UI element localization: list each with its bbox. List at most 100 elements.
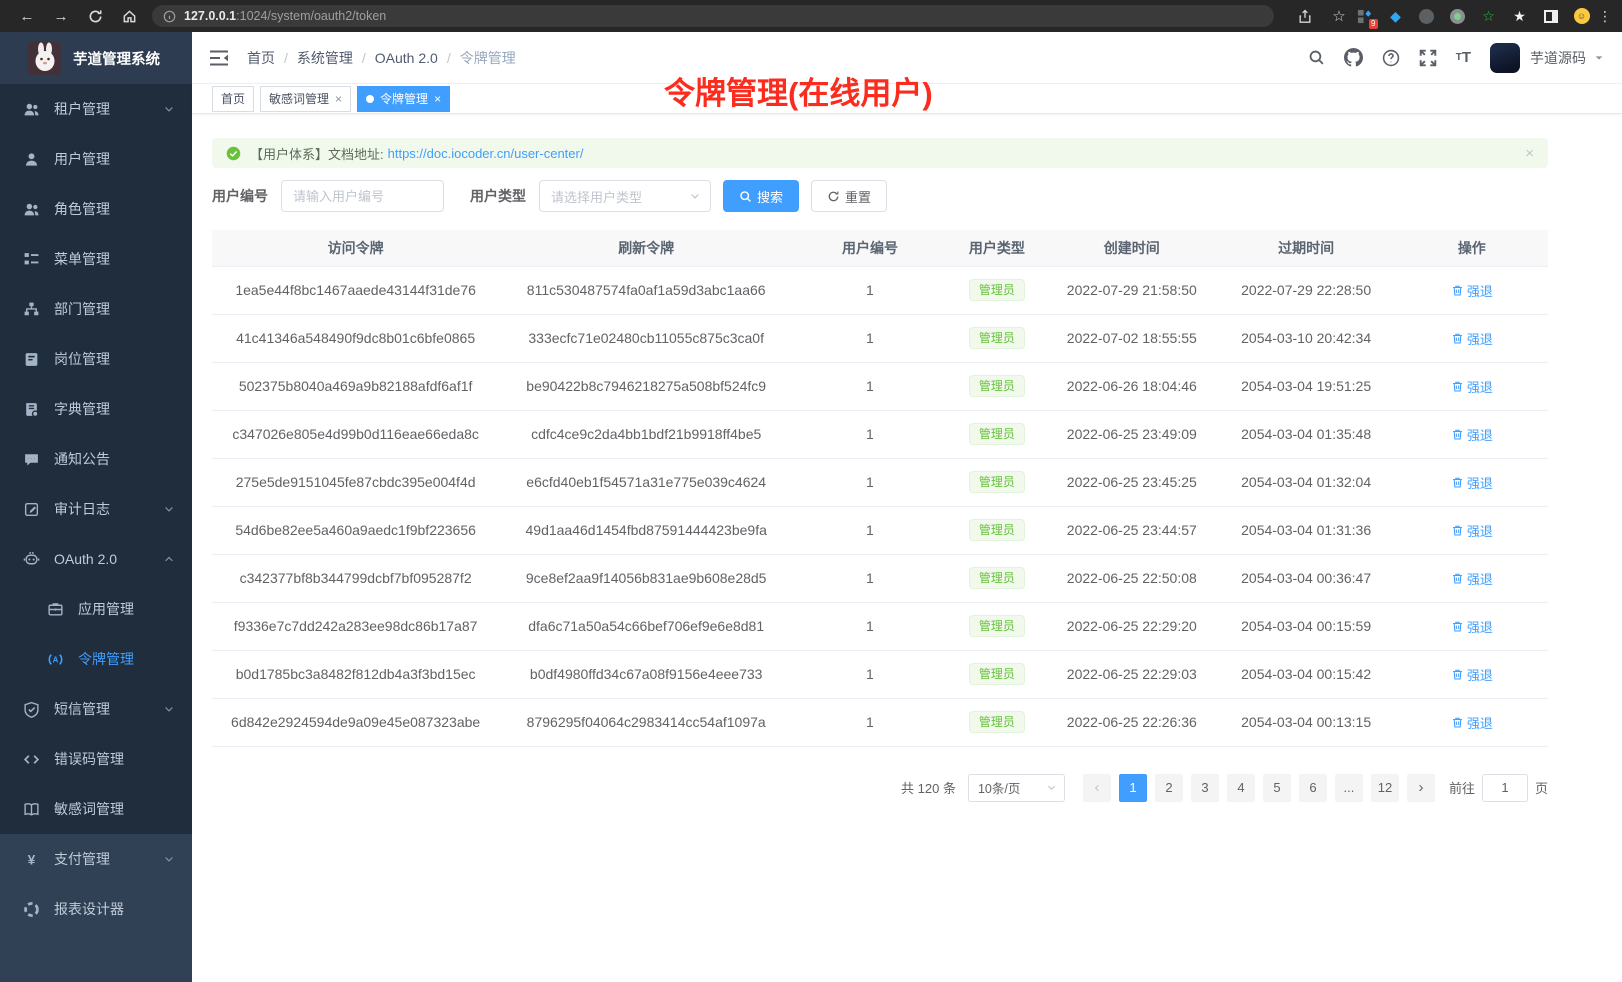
tab-label: 敏感词管理 [269,92,330,106]
sidebar-section-root: ¥ 支付管理 报表设计器 [0,834,192,934]
force-logout-button[interactable]: 强退 [1451,665,1493,684]
doc-link[interactable]: https://doc.iocoder.cn/user-center/ [387,145,584,161]
user-id-input[interactable] [281,180,444,212]
page-button-2[interactable]: 2 [1154,773,1183,802]
green-star-icon[interactable]: ☆ [1482,7,1495,24]
browser-toolbar: ← → 127.0.0.1:1024/system/oauth2/token ☆… [0,0,1622,32]
sidebar-item-open-book[interactable]: 敏感词管理 [0,784,192,834]
table-cell-actions: 强退 [1395,602,1548,651]
force-logout-button[interactable]: 强退 [1451,473,1493,492]
record-circle-icon[interactable] [1449,8,1466,25]
search-button-label: 搜索 [757,189,784,205]
breadcrumb-home[interactable]: 首页 [247,49,275,66]
search-icon[interactable] [1308,49,1325,66]
page-button-3[interactable]: 3 [1190,773,1219,802]
bookmark-star-icon[interactable]: ☆ [1332,8,1346,25]
table-cell-actions: 强退 [1395,650,1548,699]
table-row: 275e5de9151045fe87cbdc395e004f4d e6cfd40e… [212,458,1548,507]
prev-page-button[interactable]: ‹ [1082,773,1111,802]
table-cell: 2022-07-29 21:58:50 [1046,266,1217,315]
sidebar-item-oauth-robot[interactable]: OAuth 2.0 [0,534,192,584]
info-icon[interactable] [163,10,176,23]
home-icon[interactable] [112,8,146,25]
back-icon[interactable]: ← [19,7,35,25]
forward-icon[interactable]: → [53,7,69,25]
force-logout-button[interactable]: 强退 [1451,569,1493,588]
url-bar[interactable]: 127.0.0.1:1024/system/oauth2/token [152,5,1274,27]
close-icon[interactable]: × [434,91,442,106]
dark-circle-icon[interactable] [1418,8,1435,25]
github-icon[interactable] [1343,48,1363,67]
reset-button[interactable]: 重置 [811,180,888,212]
annotation-overlay-text: 令牌管理(在线用户) [664,76,933,111]
sidebar-item-yen[interactable]: ¥ 支付管理 [0,834,192,884]
sidebar-item-notice-bubble[interactable]: 通知公告 [0,434,192,484]
sidebar-item-menu-tree[interactable]: 菜单管理 [0,234,192,284]
page-button-12[interactable]: 12 [1370,773,1399,802]
sidebar-item-audit-log[interactable]: 审计日志 [0,484,192,534]
app-logo[interactable]: 芋道管理系统 [0,32,192,84]
sidebar-item-app-briefcase[interactable]: 应用管理 [0,584,192,634]
table-cell: 2022-07-29 22:28:50 [1216,266,1396,315]
white-star-icon[interactable]: ★ [1513,7,1526,24]
tab-home[interactable]: 首页 [212,85,255,112]
force-logout-button[interactable]: 强退 [1451,329,1493,348]
sidebar-item-label: 用户管理 [54,151,110,167]
table-cell: 1 [793,410,947,459]
sidebar-item-shield[interactable]: 短信管理 [0,684,192,734]
page-button-6[interactable]: 6 [1298,773,1327,802]
share-icon[interactable] [1288,8,1322,25]
close-icon[interactable]: × [335,91,343,106]
tab-label: 首页 [221,92,246,106]
force-logout-button[interactable]: 强退 [1451,617,1493,636]
table-row: f9336e7c7dd242a283ee98dc86b17a87 dfa6c71a… [212,602,1548,651]
force-logout-button[interactable]: 强退 [1451,425,1493,444]
force-logout-button[interactable]: 强退 [1451,281,1493,300]
kebab-menu-icon[interactable]: ⋮ [1598,7,1612,24]
sidebar-item-post-badge[interactable]: 岗位管理 [0,334,192,384]
sidebar-item-role[interactable]: 角色管理 [0,184,192,234]
goto-page-input[interactable] [1481,773,1528,802]
reload-icon[interactable] [78,8,112,25]
page-button-4[interactable]: 4 [1226,773,1255,802]
page-button-5[interactable]: 5 [1262,773,1291,802]
gem-icon[interactable]: ◆ [1390,7,1401,24]
collapse-sidebar-icon[interactable] [208,49,230,67]
extensions-grid-icon[interactable]: 9 [1356,8,1378,29]
force-logout-button[interactable]: 强退 [1451,713,1493,732]
user-type-select[interactable]: 请选择用户类型 [539,180,711,212]
sidebar-menu: 租户管理用户管理角色管理 菜单管理 部门管理 岗位管理 字典管理 通知公告 审计日志 OAut… [0,84,192,934]
user-name[interactable]: 芋道源码 [1530,49,1586,66]
tab-sensitive-words[interactable]: 敏感词管理 × [260,85,352,112]
force-logout-button[interactable]: 强退 [1451,521,1493,540]
user-type-label: 用户类型 [470,188,526,204]
table-cell: 管理员 [946,602,1047,651]
role-icon [23,201,40,218]
breadcrumb-oauth[interactable]: OAuth 2.0 [374,49,438,66]
tab-token-management[interactable]: 令牌管理 × [357,85,451,112]
caret-down-icon[interactable] [1594,53,1604,63]
sidebar-item-token-signal[interactable]: A 令牌管理 [0,634,192,684]
sidebar-item-user[interactable]: 用户管理 [0,134,192,184]
more-pages-button[interactable]: ... [1334,773,1363,802]
close-icon[interactable]: × [1525,144,1534,162]
sidebar-item-code[interactable]: 错误码管理 [0,734,192,784]
sidebar-item-report[interactable]: 报表设计器 [0,884,192,934]
force-logout-button[interactable]: 强退 [1451,377,1493,396]
sidebar-item-users[interactable]: 租户管理 [0,84,192,134]
user-type-badge: 管理员 [968,566,1025,590]
sidebar-item-org-chart[interactable]: 部门管理 [0,284,192,334]
breadcrumb-system[interactable]: 系统管理 [296,49,353,66]
avatar[interactable] [1490,42,1520,73]
next-page-button[interactable]: › [1406,773,1435,802]
emoji-face-icon[interactable]: ☺ [1573,8,1590,25]
page-button-1[interactable]: 1 [1118,773,1147,802]
table-cell: 1 [793,266,947,315]
fullscreen-icon[interactable] [1419,49,1437,67]
page-size-select[interactable]: 10条/页 [967,773,1065,802]
sidebar-item-dict-book[interactable]: 字典管理 [0,384,192,434]
side-panel-icon[interactable] [1542,8,1559,25]
help-icon[interactable] [1382,49,1400,67]
search-button[interactable]: 搜索 [723,180,800,212]
